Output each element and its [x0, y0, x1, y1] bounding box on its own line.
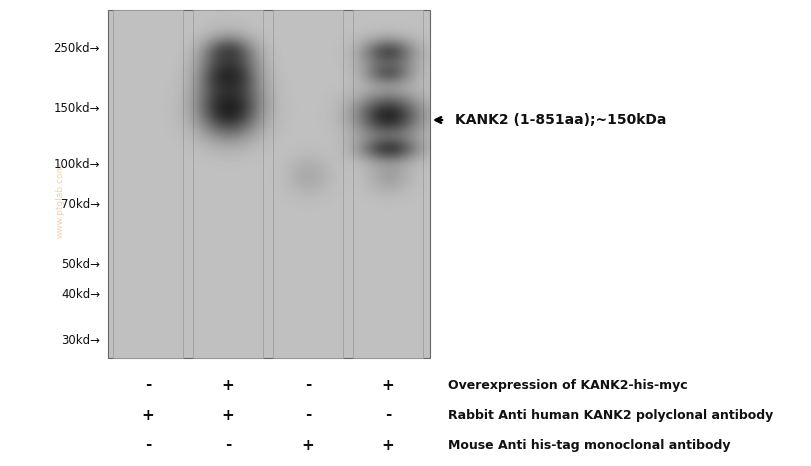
Text: 100kd→: 100kd→ [54, 158, 100, 171]
Text: -: - [145, 438, 151, 452]
Text: -: - [384, 407, 391, 423]
Text: Rabbit Anti human KANK2 polyclonal antibody: Rabbit Anti human KANK2 polyclonal antib… [448, 409, 773, 422]
Text: 250kd→: 250kd→ [54, 41, 100, 55]
Text: www.ptglab.com: www.ptglab.com [55, 162, 65, 238]
Text: 150kd→: 150kd→ [54, 102, 100, 115]
Text: 30kd→: 30kd→ [61, 334, 100, 347]
Text: +: + [221, 377, 234, 392]
Text: +: + [382, 438, 394, 452]
Text: Mouse Anti his-tag monoclonal antibody: Mouse Anti his-tag monoclonal antibody [448, 439, 731, 452]
Text: -: - [145, 377, 151, 392]
Bar [193, 10, 263, 358]
Text: -: - [305, 377, 311, 392]
Text: 70kd→: 70kd→ [61, 199, 100, 212]
Bar [273, 10, 343, 358]
Text: +: + [142, 407, 154, 423]
Text: -: - [225, 438, 231, 452]
Text: Overexpression of KANK2-his-myc: Overexpression of KANK2-his-myc [448, 378, 688, 391]
Bar [113, 10, 183, 358]
Text: +: + [221, 407, 234, 423]
Text: 40kd→: 40kd→ [61, 288, 100, 302]
Bar [353, 10, 423, 358]
Bar [108, 10, 430, 358]
Text: +: + [382, 377, 394, 392]
Text: -: - [305, 407, 311, 423]
Text: KANK2 (1-851aa);~150kDa: KANK2 (1-851aa);~150kDa [455, 113, 667, 127]
Text: 50kd→: 50kd→ [61, 259, 100, 272]
Text: +: + [302, 438, 315, 452]
